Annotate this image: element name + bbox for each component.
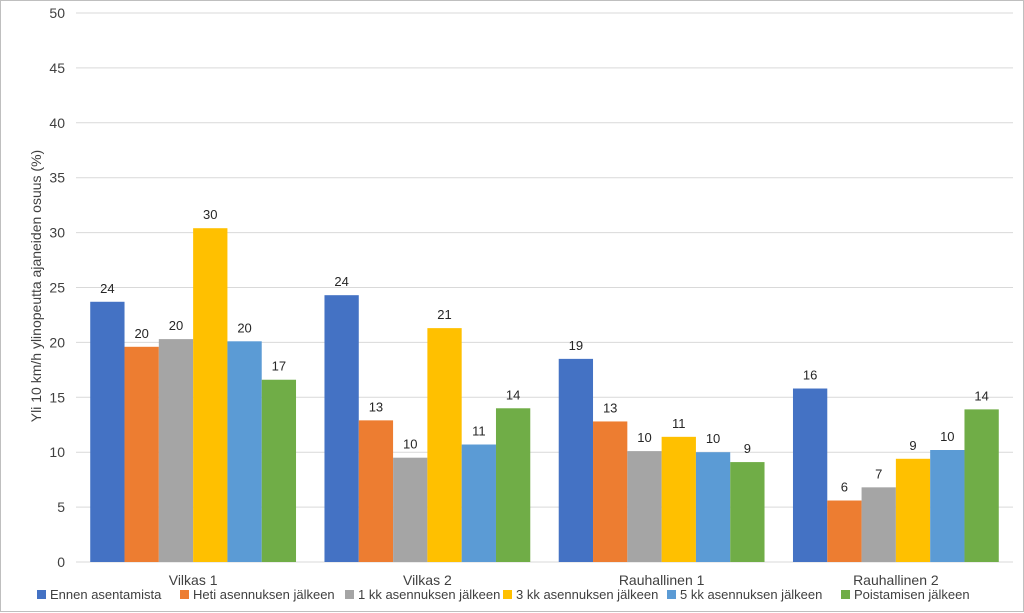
- data-label: 24: [334, 274, 348, 289]
- data-label: 9: [744, 441, 751, 456]
- x-category-label: Vilkas 1: [169, 572, 218, 588]
- y-tick-label: 30: [49, 225, 65, 241]
- data-label: 20: [134, 326, 148, 341]
- legend-label: Heti asennuksen jälkeen: [193, 587, 335, 602]
- y-tick-label: 50: [49, 5, 65, 21]
- bar-vilkas-1-series-3: [158, 339, 194, 562]
- y-tick-label: 15: [49, 389, 65, 405]
- bar-vilkas-2-series-1: [324, 295, 359, 562]
- legend-label: Ennen asentamista: [50, 587, 162, 602]
- y-tick-label: 25: [49, 280, 65, 296]
- data-label: 7: [875, 466, 882, 481]
- data-label: 11: [672, 416, 686, 431]
- x-category-label: Vilkas 2: [403, 572, 452, 588]
- data-label: 24: [100, 281, 114, 296]
- x-axis-categories: Vilkas 1 Vilkas 2 Rauhallinen 1 Rauhallinen…: [169, 572, 939, 588]
- legend-swatch: [37, 590, 46, 599]
- data-label: 6: [841, 480, 848, 495]
- data-label: 16: [803, 368, 817, 383]
- data-label: 9: [909, 438, 916, 453]
- y-axis-title: Yli 10 km/h ylinopeutta ajaneiden osuus …: [28, 150, 44, 422]
- legend-swatch: [667, 590, 676, 599]
- data-label: 14: [974, 388, 988, 403]
- bar-rauhallinen-2-series-6: [964, 409, 999, 562]
- bar-rauhallinen-1-series-4: [661, 436, 696, 562]
- legend-label: Poistamisen jälkeen: [854, 587, 970, 602]
- data-label: 11: [472, 424, 486, 439]
- bar-vilkas-1-series-6: [261, 379, 297, 562]
- data-label: 10: [706, 431, 720, 446]
- bars: [90, 228, 999, 562]
- bar-rauhallinen-1-series-3: [627, 451, 662, 562]
- bar-vilkas-2-series-5: [461, 444, 496, 562]
- legend: Ennen asentamista Heti asennuksen jälkeen…: [37, 587, 970, 602]
- legend-label: 3 kk asennuksen jälkeen: [516, 587, 658, 602]
- data-label: 20: [169, 318, 183, 333]
- x-category-label: Rauhallinen 2: [853, 572, 939, 588]
- bar-vilkas-2-series-4: [427, 328, 462, 562]
- legend-swatch: [180, 590, 189, 599]
- bar-rauhallinen-1-series-1: [558, 358, 594, 562]
- y-tick-label: 10: [49, 444, 65, 460]
- data-label: 30: [203, 207, 217, 222]
- x-category-label: Rauhallinen 1: [619, 572, 705, 588]
- data-label: 10: [940, 429, 954, 444]
- bar-vilkas-1-series-5: [227, 341, 262, 562]
- bar-rauhallinen-1-series-6: [730, 462, 765, 562]
- bar-rauhallinen-2-series-2: [827, 500, 862, 562]
- bar-rauhallinen-2-series-4: [895, 458, 931, 562]
- y-tick-label: 5: [57, 499, 65, 515]
- y-tick-label: 0: [57, 554, 65, 570]
- data-label: 20: [237, 320, 251, 335]
- y-tick-label: 40: [49, 115, 65, 131]
- data-label: 13: [603, 400, 617, 415]
- bar-vilkas-1-series-2: [124, 346, 159, 562]
- data-label: 13: [369, 399, 383, 414]
- bar-rauhallinen-2-series-5: [930, 450, 965, 562]
- data-label: 17: [272, 359, 286, 374]
- data-label: 21: [437, 307, 451, 322]
- legend-swatch: [841, 590, 850, 599]
- bar-vilkas-1-series-1: [90, 301, 125, 562]
- y-tick-label: 20: [49, 334, 65, 350]
- legend-label: 5 kk asennuksen jälkeen: [680, 587, 822, 602]
- bar-vilkas-2-series-3: [393, 457, 428, 562]
- y-tick-label: 35: [49, 170, 65, 186]
- data-label: 10: [403, 437, 417, 452]
- bar-vilkas-1-series-4: [193, 228, 228, 562]
- legend-label: 1 kk asennuksen jälkeen: [358, 587, 500, 602]
- legend-swatch: [345, 590, 354, 599]
- data-label: 10: [637, 430, 651, 445]
- data-label: 19: [569, 338, 583, 353]
- legend-swatch: [503, 590, 512, 599]
- data-label: 14: [506, 387, 520, 402]
- y-axis-ticks: 0 5 10 15 20 25 30 35 40 45 50: [49, 5, 65, 570]
- bar-rauhallinen-1-series-2: [593, 421, 628, 562]
- bar-rauhallinen-2-series-3: [861, 487, 896, 562]
- y-tick-label: 45: [49, 60, 65, 76]
- data-labels: 24 20 20 30 20 17 24 13 10 21 11 14 19 13 10 11 10 9 16 6 7 9…: [100, 207, 989, 494]
- bar-vilkas-2-series-6: [495, 408, 531, 562]
- bar-rauhallinen-2-series-1: [792, 388, 828, 562]
- bar-rauhallinen-1-series-5: [695, 452, 731, 562]
- bar-vilkas-2-series-2: [358, 420, 394, 562]
